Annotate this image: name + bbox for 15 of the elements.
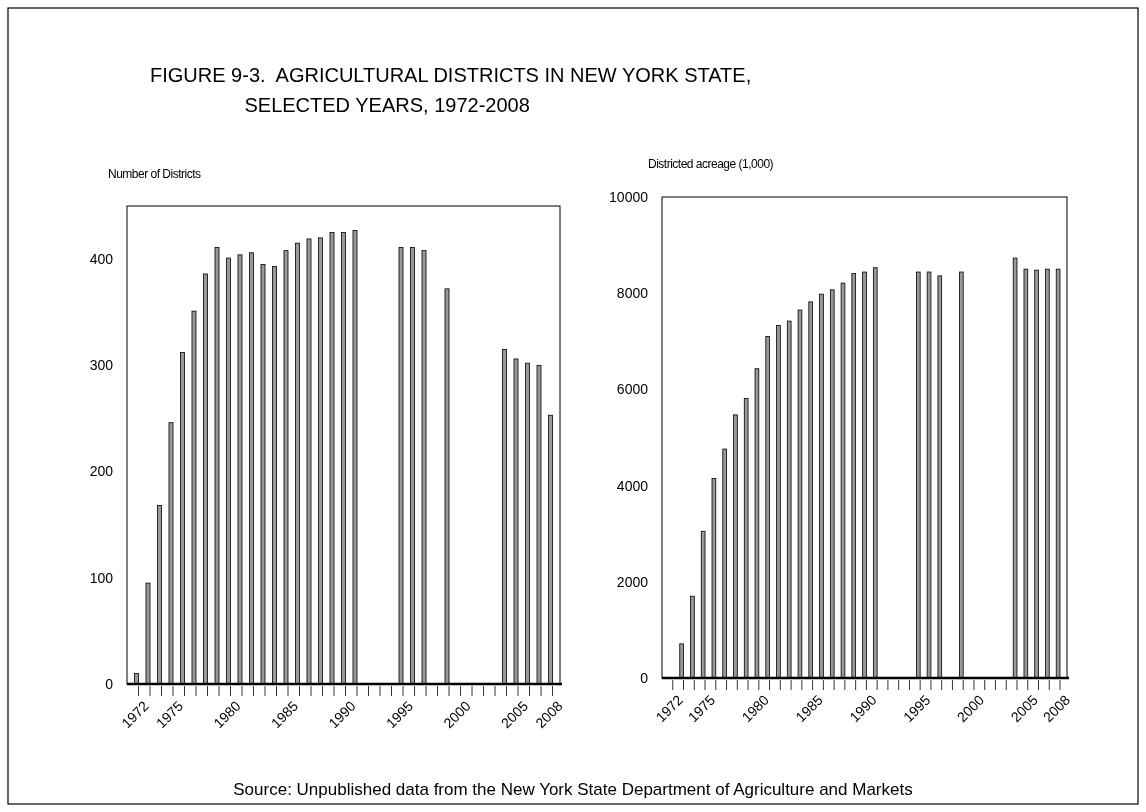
y-tick-label: 6000: [616, 381, 649, 398]
y-tick-label: 8000: [616, 285, 649, 302]
y-axis-title: Number of Districts: [108, 167, 202, 181]
y-tick-label: 2000: [616, 573, 649, 590]
y-tick-label: 0: [105, 675, 114, 692]
y-tick-label: 4000: [616, 477, 649, 494]
source-note: Source: Unpublished data from the New York State Department of Agriculture and Markets: [233, 780, 913, 799]
y-tick-label: 0: [640, 669, 649, 686]
y-axis-title: Districted acreage (1,000): [648, 157, 774, 171]
y-tick-label: 10000: [609, 188, 649, 205]
chart-title: FIGURE 9-3. AGRICULTURAL DISTRICTS IN NEW YORK STATE, SELECTED YEARS, 1972-2008: [150, 64, 752, 116]
y-tick-label: 100: [89, 569, 114, 586]
y-tick-label: 300: [89, 357, 114, 374]
y-tick-label: 400: [89, 251, 114, 268]
y-tick-label: 200: [89, 463, 114, 480]
